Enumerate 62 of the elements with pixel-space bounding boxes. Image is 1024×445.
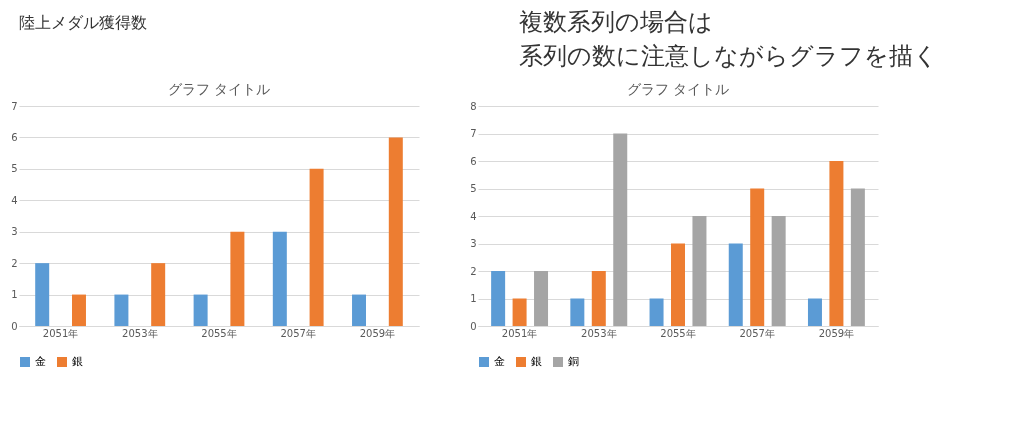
bar <box>491 271 506 326</box>
legend-label: 銀 <box>531 355 542 368</box>
y-tick-label: 7 <box>11 100 18 112</box>
bar <box>613 133 628 326</box>
bar <box>649 298 664 326</box>
y-tick-label: 4 <box>11 194 18 206</box>
x-tick-label: 2051年 <box>42 327 79 339</box>
x-tick-label: 2057年 <box>280 327 316 339</box>
y-tick-label: 1 <box>470 293 477 304</box>
bar <box>570 298 585 326</box>
text: 複数系列の場合は <box>519 8 713 36</box>
y-tick-label: 5 <box>470 183 477 194</box>
bar <box>728 243 743 326</box>
y-tick-label: 0 <box>11 320 18 332</box>
bar <box>534 271 549 326</box>
bar <box>151 263 166 326</box>
y-tick-label: 2 <box>11 257 18 269</box>
y-tick-label: 1 <box>11 289 18 301</box>
bar <box>193 294 208 326</box>
y-tick-label: 2 <box>470 265 477 277</box>
x-tick-label: 2053年 <box>122 327 158 339</box>
y-tick-label: 6 <box>11 131 18 143</box>
bar <box>272 231 287 326</box>
x-tick-label: 2055年 <box>660 327 696 339</box>
bar <box>309 168 324 326</box>
bar <box>352 294 367 326</box>
legend-label: 金 <box>494 355 505 368</box>
legend-label: 銅 <box>568 355 579 368</box>
bar <box>512 298 527 326</box>
text: 系列の数に注意しながらグラフを描く <box>519 42 938 70</box>
y-tick-label: 0 <box>470 320 477 332</box>
legend-label: 銀 <box>72 355 83 368</box>
x-tick-label: 2051年 <box>501 327 538 339</box>
y-tick-label: 4 <box>470 210 477 222</box>
bar <box>71 294 86 326</box>
y-tick-label: 6 <box>470 155 477 167</box>
bar <box>671 243 685 326</box>
legend-label: 金 <box>35 355 46 368</box>
y-tick-label: 3 <box>11 226 18 238</box>
bar <box>114 294 129 326</box>
x-tick-label: 2057年 <box>739 327 775 339</box>
y-tick-label: 7 <box>470 128 477 139</box>
text: 陸上メダル獲得数 <box>19 13 147 32</box>
bar <box>750 188 765 326</box>
x-tick-label: 2053年 <box>581 327 617 339</box>
chart-title: グラフ タイトル <box>167 81 271 97</box>
bar <box>807 298 822 326</box>
bar <box>850 188 865 326</box>
bar <box>388 137 403 326</box>
x-tick-label: 2059年 <box>818 327 855 339</box>
y-tick-label: 8 <box>470 100 477 112</box>
x-tick-label: 2055年 <box>201 327 237 339</box>
bar <box>35 263 50 326</box>
y-tick-label: 5 <box>11 163 18 175</box>
bar <box>771 216 786 326</box>
chart-title: グラフ タイトル <box>626 81 730 97</box>
bar <box>829 161 844 326</box>
y-tick-label: 3 <box>470 238 477 249</box>
bar <box>230 231 245 326</box>
bar <box>591 271 606 326</box>
bar <box>692 216 707 326</box>
x-tick-label: 2059年 <box>359 327 396 339</box>
